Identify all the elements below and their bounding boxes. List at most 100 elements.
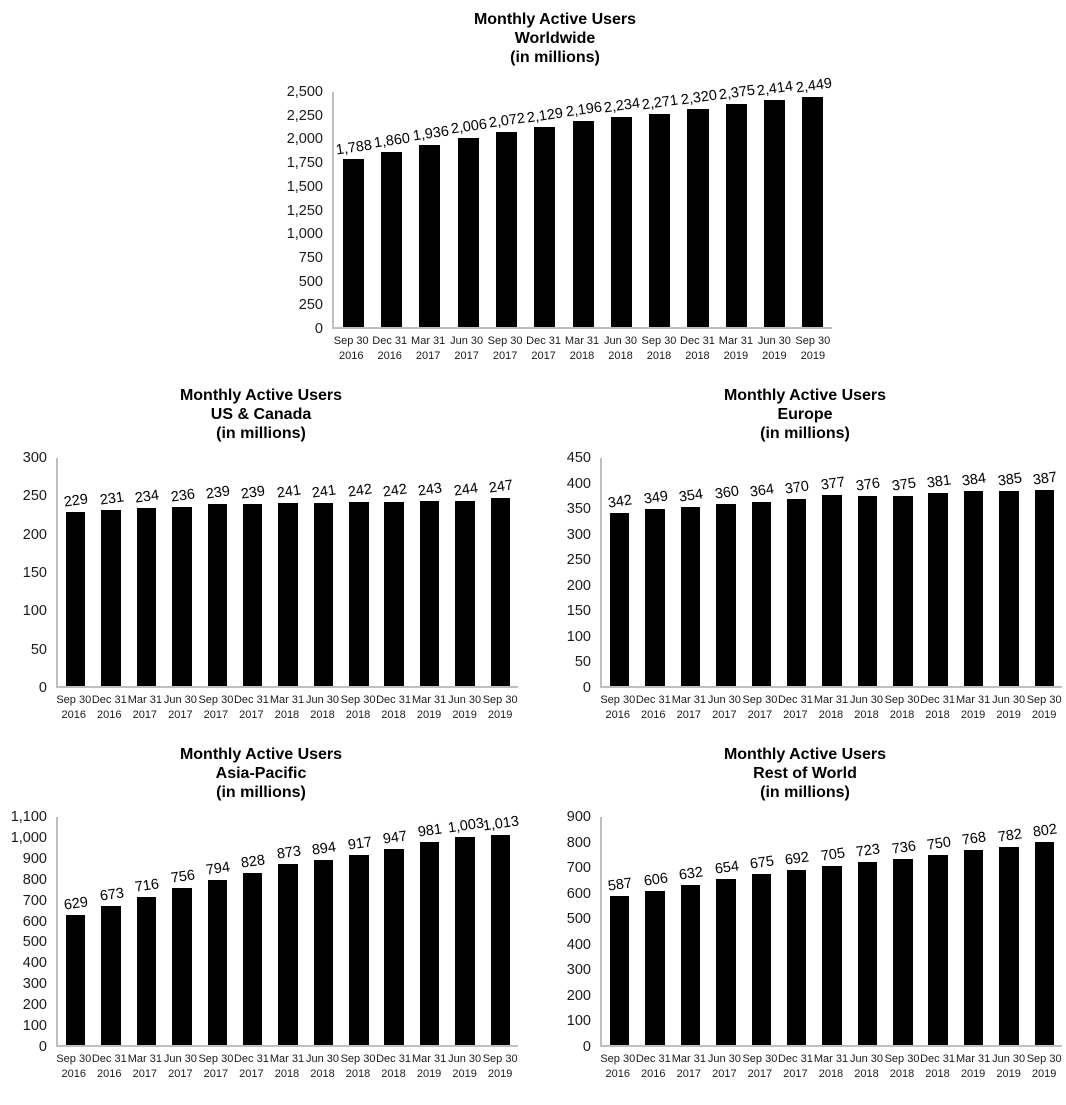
bar: [490, 498, 511, 686]
x-axis-tick-date: Dec 31: [233, 1053, 269, 1065]
x-axis-tick-label: Sep 30 2019: [794, 334, 832, 364]
chart-title-line: (in millions): [216, 425, 306, 442]
x-axis-tick-year: 2017: [783, 709, 808, 721]
bar-value-label: 2,449: [794, 75, 833, 97]
bar: [242, 873, 263, 1045]
plot: 1,788 1,860 1,936 2,006 2,072 2,129 2,196 2,234…: [332, 75, 833, 329]
x-axis-tick-date: Jun 30: [163, 694, 197, 706]
chart-title-line: US & Canada: [210, 406, 312, 423]
bar-value-label: 2,320: [679, 87, 718, 109]
x-axis-tick-label: Mar 31 2018: [563, 334, 601, 364]
bar: [822, 866, 842, 1045]
bar: [136, 896, 157, 1045]
bar-value-label: 1,003: [446, 815, 485, 837]
bar-group: 247: [483, 458, 518, 686]
bar-group: 242: [341, 458, 376, 686]
x-axis-tick-date: Jun 30: [604, 335, 638, 347]
bar-value-label: 1,788: [334, 137, 374, 159]
x-axis-tick-date: Dec 31: [777, 1053, 813, 1065]
x-axis-tick-label: Mar 31 2019: [411, 1052, 447, 1082]
bar: [857, 495, 878, 686]
x-axis-tick-date: Mar 31: [813, 1053, 849, 1065]
chart-body: 450 400 350 300 250 200 150 100 50 0 342 349 354 360…: [548, 450, 1062, 696]
bar: [928, 492, 948, 686]
bar-group: 894: [306, 817, 341, 1045]
bar-value-label: 247: [487, 477, 515, 497]
y-axis-tick-label: 2,250: [286, 107, 323, 124]
y-axis-tick-label: 150: [566, 603, 591, 620]
y-axis-tick-label: 400: [566, 475, 591, 492]
bar-group: 1,013: [482, 814, 520, 1045]
bar-value-label: 370: [784, 477, 811, 498]
y-axis-tick-label: 2,000: [286, 131, 323, 148]
x-axis-tick-year: 2018: [818, 709, 844, 721]
y-axis-tick-label: 800: [22, 871, 47, 888]
bar-value-label: 654: [713, 858, 740, 878]
y-axis-tick-label: 500: [22, 934, 47, 951]
bar-group: 2,129: [526, 92, 565, 327]
y-axis-tick-label: 500: [298, 273, 323, 290]
x-axis-tick-year: 2019: [416, 709, 442, 721]
x-axis-tick-label: Mar 31 2018: [269, 1052, 305, 1082]
x-axis-tick-label: Sep 30 2016: [56, 1052, 92, 1082]
x-axis-tick-label: Sep 30 2016: [600, 1052, 636, 1082]
x-axis-tick-label: Sep 30 2018: [884, 693, 920, 723]
bar: [999, 846, 1019, 1045]
x-axis-tick-date: Mar 31: [411, 1053, 447, 1065]
bar-group: 1,003: [446, 815, 485, 1045]
bar-value-label: 673: [98, 884, 125, 905]
bar-value-label: 381: [925, 472, 953, 492]
x-axis-tick-year: 2017: [676, 1068, 702, 1080]
y-axis-tick-label: 50: [30, 641, 47, 658]
y-axis: 2,500 2,250 2,000 1,750 1,500 1,250 1,000 750 50…: [278, 84, 332, 337]
bar: [822, 495, 842, 686]
x-axis-tick-label: Mar 31 2019: [717, 334, 755, 364]
y-axis-tick-label: 1,000: [286, 226, 323, 243]
x-axis-tick-year: 2019: [1031, 1068, 1057, 1080]
x-axis-tick-date: Jun 30: [757, 335, 791, 347]
bar-group: 239: [235, 458, 270, 686]
x-axis-tick-year: 2019: [996, 1068, 1021, 1080]
x-axis-tick-year: 2019: [800, 350, 826, 362]
chart-title-us-canada: Monthly Active Users US & Canada (in mil…: [4, 386, 518, 443]
bar-group: 2,375: [717, 82, 756, 327]
x-axis-tick-date: Jun 30: [448, 1053, 482, 1065]
x-axis-tick-date: Mar 31: [813, 694, 849, 706]
x-axis-tick-year: 2018: [889, 1068, 915, 1080]
x-axis-tick-label: Dec 31 2018: [678, 334, 716, 364]
bar-group: 1,936: [411, 92, 450, 327]
bar-group: 756: [164, 817, 199, 1045]
bar: [384, 848, 404, 1045]
chart-title-line: Asia-Pacific: [215, 765, 307, 782]
x-axis-tick-label: Jun 30 2019: [447, 693, 483, 723]
y-axis-tick-label: 200: [22, 526, 47, 543]
x-axis-tick-label: Sep 30 2017: [742, 693, 778, 723]
chart-title-line: Europe: [777, 406, 833, 423]
x-axis-tick-year: 2019: [452, 709, 477, 721]
x-axis-tick-date: Sep 30: [641, 335, 677, 347]
x-axis-tick-date: Dec 31: [920, 694, 955, 706]
x-axis-tick-date: Sep 30: [1026, 1053, 1062, 1065]
bar-value-label: 242: [381, 481, 409, 501]
x-axis-tick-label: Sep 30 2017: [486, 334, 524, 364]
bar-value-label: 756: [169, 867, 196, 887]
x-axis-tick-year: 2019: [960, 709, 986, 721]
x-axis-tick-label: Mar 31 2017: [671, 1052, 707, 1082]
bar-value-label: 750: [925, 834, 953, 854]
x-axis-tick-date: Sep 30: [340, 694, 376, 706]
x-axis-tick-date: Sep 30: [884, 694, 920, 706]
x-axis-tick-date: Jun 30: [448, 694, 482, 706]
y-axis-tick-label: 300: [22, 450, 47, 466]
x-axis-tick-label: Jun 30 2019: [991, 693, 1027, 723]
bar-group: 917: [341, 817, 376, 1045]
plot: 587 606 632 654 675 692 705 723 736 750 768 782 802: [600, 817, 1062, 1047]
bar: [786, 869, 807, 1045]
bar-group: 1,788: [334, 92, 374, 327]
chart-europe: Monthly Active Users Europe (in millions…: [548, 386, 1062, 723]
plot: 342 349 354 360 364 370 377 376 375 381 384 385 387: [600, 458, 1062, 688]
bar-value-label: 342: [607, 492, 634, 512]
x-axis-tick-year: 2018: [569, 350, 595, 362]
x-axis-tick-date: Mar 31: [955, 1053, 991, 1065]
bar: [207, 880, 227, 1045]
bar-group: 387: [1027, 458, 1062, 686]
